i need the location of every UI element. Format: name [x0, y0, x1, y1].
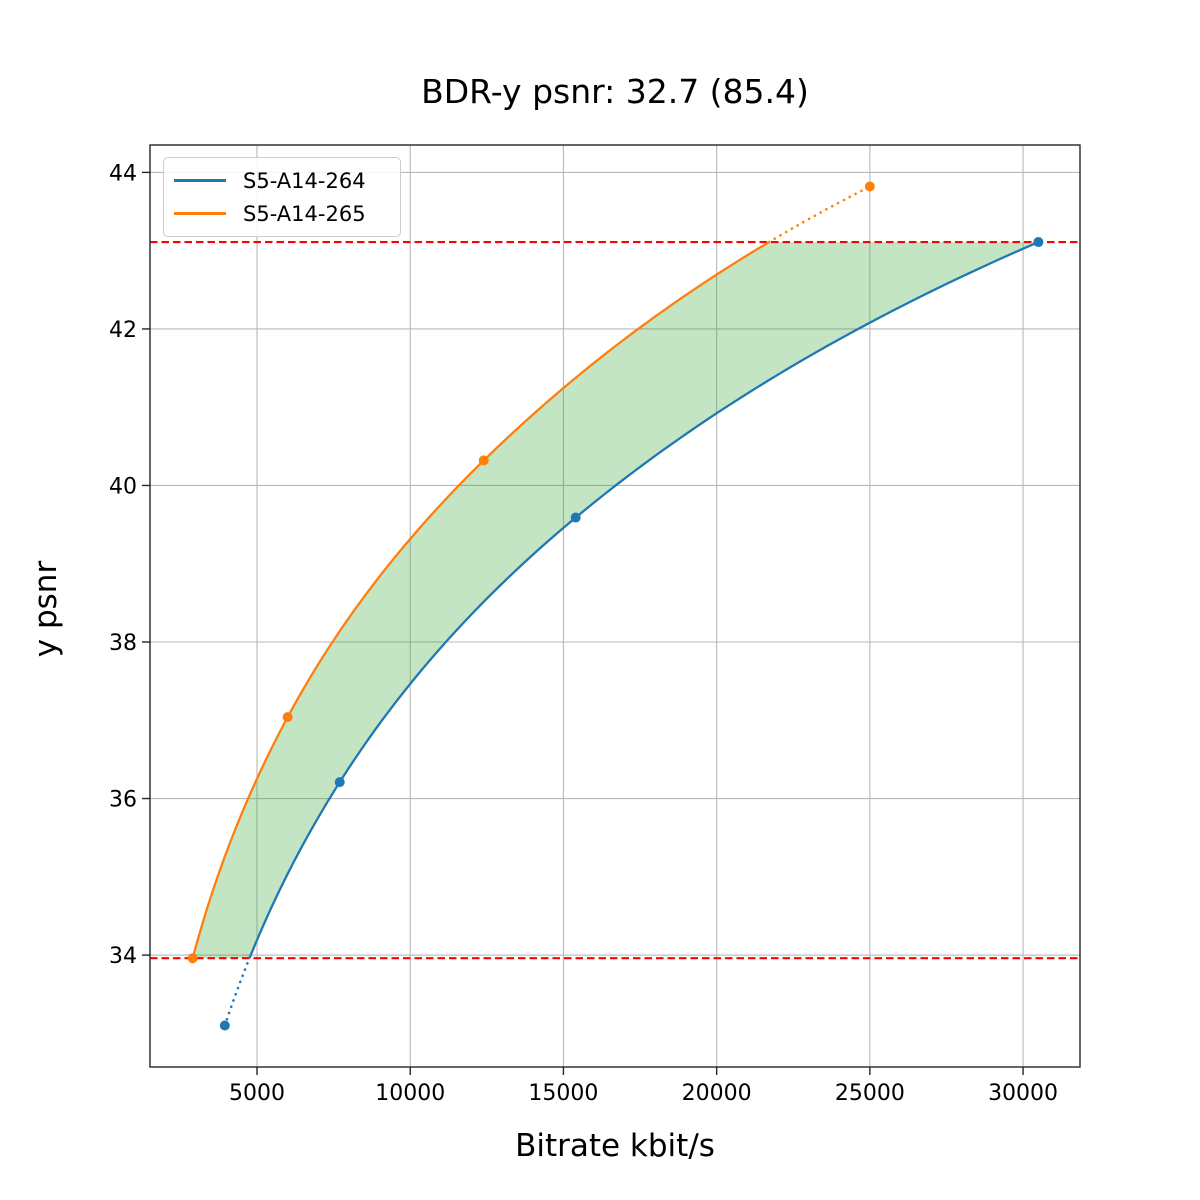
legend-label-265: S5-A14-265	[243, 201, 366, 226]
series-265-curve-extrapolated	[767, 185, 872, 244]
data-point-265	[282, 712, 293, 723]
y-tick-label: 38	[109, 631, 137, 656]
legend-swatch-265	[174, 212, 226, 215]
x-tick-label: 15000	[528, 1081, 598, 1106]
legend-item-264: S5-A14-264	[174, 164, 400, 197]
data-point-265	[864, 181, 875, 192]
data-point-265	[478, 455, 489, 466]
data-point-264	[219, 1020, 230, 1031]
legend-item-265: S5-A14-265	[174, 197, 400, 230]
data-point-264	[334, 777, 345, 788]
data-point-265	[187, 953, 198, 964]
x-tick-label: 30000	[988, 1081, 1058, 1106]
x-tick-label: 5000	[229, 1081, 285, 1106]
legend-swatch-264	[174, 179, 226, 182]
x-tick-label: 25000	[835, 1081, 905, 1106]
data-point-264	[1033, 237, 1044, 248]
series-264-curve	[248, 240, 1039, 959]
legend: S5-A14-264 S5-A14-265	[163, 157, 401, 237]
bd-overlap-area	[192, 242, 1039, 959]
x-axis-label: Bitrate kbit/s	[515, 1128, 715, 1164]
y-tick-label: 40	[109, 474, 137, 499]
data-point-264	[570, 512, 581, 523]
y-tick-label: 36	[109, 788, 137, 813]
y-axis-label: y psnr	[28, 560, 64, 658]
series-265-curve	[191, 241, 770, 959]
y-tick-label: 34	[109, 944, 137, 969]
series-264-curve-extrapolated	[223, 956, 251, 1027]
y-tick-label: 42	[109, 318, 137, 343]
y-tick-label: 44	[109, 161, 137, 186]
x-tick-label: 20000	[682, 1081, 752, 1106]
x-tick-label: 10000	[375, 1081, 445, 1106]
legend-label-264: S5-A14-264	[243, 168, 366, 193]
chart-title: BDR-y psnr: 32.7 (85.4)	[421, 72, 809, 111]
axes-spines	[149, 144, 1081, 1068]
